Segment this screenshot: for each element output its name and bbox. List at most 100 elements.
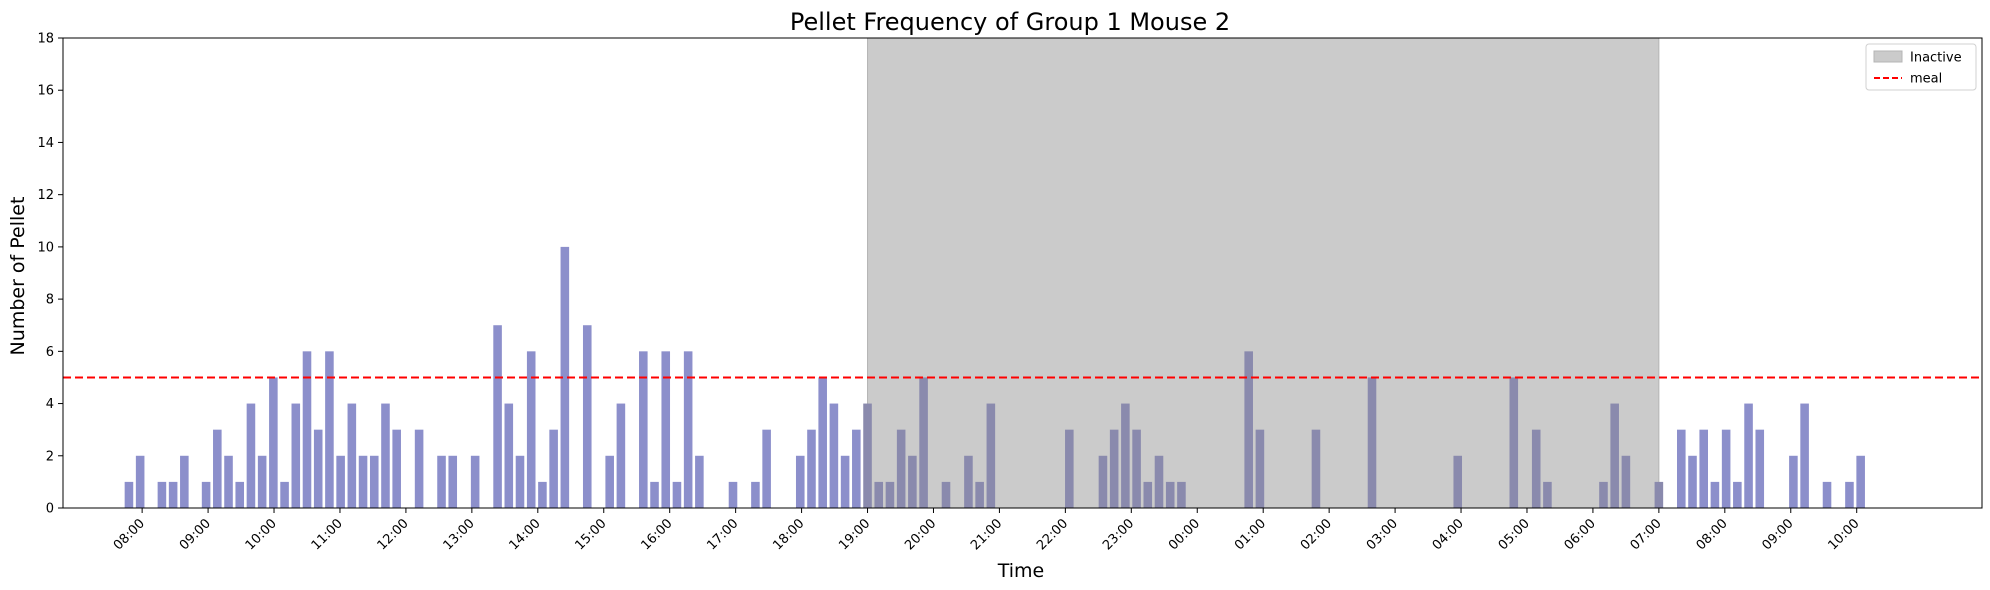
x-tick-label: 20:00 <box>902 516 939 553</box>
x-tick-label: 09:00 <box>177 516 214 553</box>
pellet-bar <box>1688 455 1697 508</box>
pellet-bar <box>975 481 984 508</box>
pellet-bar <box>1244 351 1253 508</box>
legend-inactive-swatch <box>1873 50 1903 63</box>
pellet-bar <box>369 455 379 508</box>
pellet-bar <box>224 455 233 508</box>
pellet-bar <box>213 429 222 508</box>
chart-title: Pellet Frequency of Group 1 Mouse 2 <box>790 8 1230 36</box>
x-tick-label: 15:00 <box>572 516 609 553</box>
y-tick-label: 12 <box>37 188 54 203</box>
pellet-bar <box>840 455 850 508</box>
x-tick-label: 17:00 <box>704 516 741 553</box>
pellet-bar <box>885 481 895 508</box>
pellet-bar <box>135 455 145 508</box>
pellet-bar <box>795 455 805 508</box>
pellet-bar <box>852 429 861 508</box>
pellet-bar <box>1165 481 1175 508</box>
pellet-bar <box>751 481 760 508</box>
x-tick-label: 08:00 <box>111 516 148 553</box>
legend-label: Inactive <box>1910 51 1962 66</box>
pellet-bar <box>672 481 682 508</box>
pellet-bar <box>1143 481 1153 508</box>
x-tick-label: 18:00 <box>770 516 807 553</box>
x-tick-label: 08:00 <box>1694 516 1731 553</box>
pellet-bar <box>762 429 771 508</box>
pellet-bar <box>1654 481 1664 508</box>
pellet-bar <box>1800 403 1809 508</box>
pellet-bar <box>1789 455 1798 508</box>
x-tick-label: 14:00 <box>507 516 544 553</box>
pellet-bar <box>616 403 626 508</box>
pellet-bar <box>313 429 323 508</box>
pellet-bar <box>392 429 401 508</box>
pellet-bar <box>986 403 996 508</box>
pellet-bar <box>605 455 614 508</box>
pellet-bar <box>246 403 256 508</box>
pellet-bar <box>964 455 973 508</box>
pellet-bar <box>201 481 211 508</box>
pellet-bar <box>1255 429 1265 508</box>
pellet-bar <box>1621 455 1631 508</box>
x-tick-label: 02:00 <box>1298 516 1335 553</box>
pellet-bar <box>661 351 671 508</box>
x-tick-label: 23:00 <box>1100 516 1137 553</box>
pellet-bar <box>683 351 693 508</box>
y-tick-label: 0 <box>46 502 54 517</box>
pellet-bar <box>302 351 312 508</box>
legend: Inactive meal <box>1865 43 1977 91</box>
pellet-bar <box>695 455 704 508</box>
pellet-bar <box>1065 429 1074 508</box>
pellet-bar <box>448 455 458 508</box>
x-tick-label: 19:00 <box>836 516 873 553</box>
pellet-bar <box>1453 455 1463 508</box>
y-tick-label: 10 <box>37 240 54 255</box>
pellet-bar <box>280 481 289 508</box>
pellet-bar <box>1599 481 1608 508</box>
x-tick-label: 09:00 <box>1759 516 1796 553</box>
pellet-bar <box>1531 429 1541 508</box>
pellet-bar <box>414 429 424 508</box>
x-tick-label: 21:00 <box>968 516 1005 553</box>
y-tick-label: 8 <box>46 293 54 308</box>
pellet-bar <box>1132 429 1141 508</box>
pellet-bar <box>269 377 278 508</box>
pellet-bar <box>1733 481 1742 508</box>
pellet-bar <box>650 481 659 508</box>
y-tick-label: 14 <box>37 136 54 151</box>
pellet-bar <box>582 325 592 508</box>
pellet-bar <box>560 246 570 508</box>
pellet-bar <box>168 481 178 508</box>
pellet-bar <box>549 429 558 508</box>
x-tick-label: 13:00 <box>441 516 478 553</box>
x-tick-label: 06:00 <box>1562 516 1599 553</box>
y-tick-label: 18 <box>37 32 54 47</box>
pellet-bar <box>1109 429 1119 508</box>
legend-label: meal <box>1910 72 1942 87</box>
y-tick-label: 6 <box>46 345 54 360</box>
x-tick-label: 04:00 <box>1430 516 1467 553</box>
pellet-bar <box>1509 377 1519 508</box>
pellet-bar <box>1311 429 1321 508</box>
x-tick-label: 22:00 <box>1034 516 1071 553</box>
pellet-bar <box>336 455 345 508</box>
y-tick-label: 2 <box>46 449 54 464</box>
x-tick-label: 01:00 <box>1232 516 1269 553</box>
pellet-bar <box>829 403 839 508</box>
x-tick-label: 00:00 <box>1166 516 1203 553</box>
pellet-bar <box>437 455 446 508</box>
pellet-bar <box>470 455 480 508</box>
pellet-bar <box>874 481 884 508</box>
x-tick-label: 10:00 <box>1825 516 1862 553</box>
y-tick-label: 4 <box>46 397 54 412</box>
y-tick-label: 16 <box>37 84 54 99</box>
x-tick-label: 05:00 <box>1496 516 1533 553</box>
pellet-bar <box>1699 429 1708 508</box>
x-tick-label: 12:00 <box>375 516 412 553</box>
x-tick-label: 10:00 <box>243 516 280 553</box>
pellet-bar <box>1154 455 1164 508</box>
pellet-bar <box>1177 481 1186 508</box>
pellet-bar <box>639 351 648 508</box>
pellet-bar <box>1721 429 1731 508</box>
